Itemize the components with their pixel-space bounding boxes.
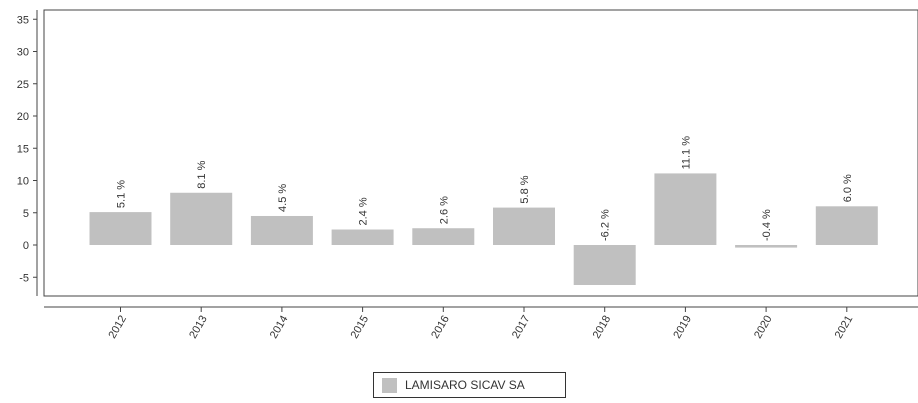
bar-value-label: 5.1 % xyxy=(116,180,128,208)
y-tick-label: 5 xyxy=(23,208,29,220)
x-tick-label: 2020 xyxy=(752,314,775,341)
bar-value-label: 8.1 % xyxy=(196,160,208,188)
x-tick-label: 2021 xyxy=(833,314,856,341)
x-axis: 2012 2013 2014 2015 2016 2017 2018 2019 2020 2021 xyxy=(106,307,855,341)
x-tick-label: 2016 xyxy=(429,314,452,341)
bars-group xyxy=(89,173,878,285)
legend: LAMISARO SICAV SA xyxy=(373,372,566,398)
bar xyxy=(412,228,475,245)
bar xyxy=(250,215,313,245)
bar xyxy=(331,229,394,245)
legend-swatch xyxy=(382,377,397,393)
x-tick-label: 2018 xyxy=(591,314,614,341)
x-tick-label: 2017 xyxy=(510,314,533,341)
bar-value-label: 5.8 % xyxy=(519,175,531,203)
y-axis: 35 30 25 20 15 10 5 0 -5 xyxy=(17,14,37,284)
bar-value-label: 11.1 % xyxy=(680,136,692,170)
bar xyxy=(493,207,555,245)
bar-value-label: 2.6 % xyxy=(438,196,450,224)
x-tick-label: 2015 xyxy=(349,314,372,341)
bar xyxy=(573,245,636,285)
y-tick-label: -5 xyxy=(19,272,29,284)
y-tick-label: 10 xyxy=(17,176,29,188)
plot-frame xyxy=(43,9,918,297)
y-tick-label: 0 xyxy=(23,240,29,252)
y-tick-label: 35 xyxy=(17,14,29,26)
bar xyxy=(735,245,798,248)
x-tick-label: 2014 xyxy=(268,314,291,341)
bar-value-label: 6.0 % xyxy=(842,174,854,202)
y-tick-label: 25 xyxy=(17,79,29,91)
bar-value-label: 2.4 % xyxy=(358,197,370,225)
x-tick-label: 2013 xyxy=(187,314,210,341)
y-tick-label: 30 xyxy=(17,47,29,59)
bar-value-label: -6.2 % xyxy=(600,209,612,241)
bar-value-label: 4.5 % xyxy=(277,184,289,212)
y-tick-label: 20 xyxy=(17,111,29,123)
x-tick-label: 2012 xyxy=(106,314,129,341)
y-tick-label: 15 xyxy=(17,143,29,155)
bar xyxy=(170,192,233,245)
bar xyxy=(654,173,717,245)
x-tick-label: 2019 xyxy=(671,314,694,341)
bar xyxy=(89,212,152,245)
bar xyxy=(815,206,878,245)
bar-labels-group: 5.1 % 8.1 % 4.5 % 2.4 % 2.6 % 5.8 % -6.2 % 11.1… xyxy=(116,136,854,241)
bar-value-label: -0.4 % xyxy=(761,209,773,241)
legend-label: LAMISARO SICAV SA xyxy=(405,378,525,392)
